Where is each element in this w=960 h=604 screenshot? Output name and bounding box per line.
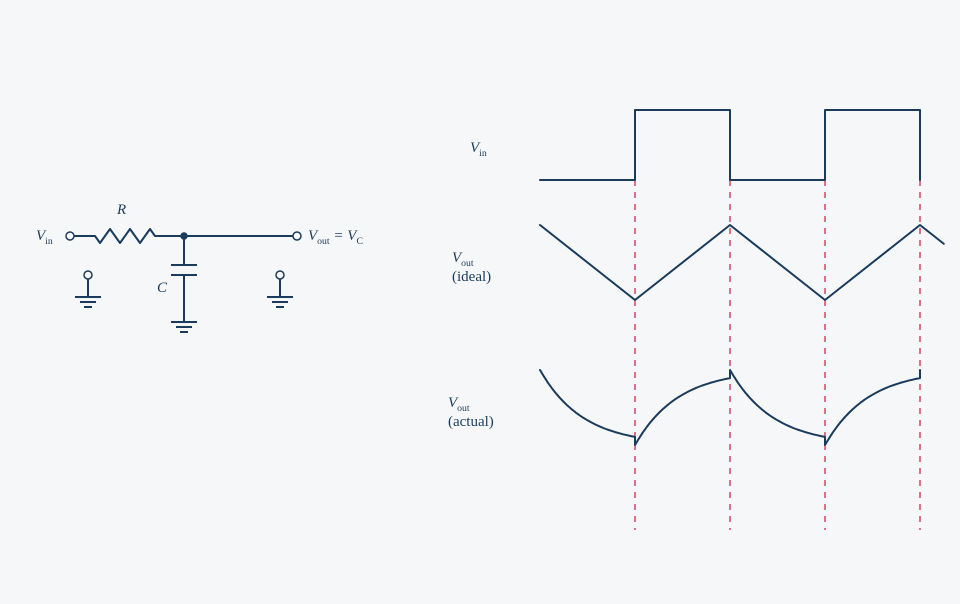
label-vout-actual: Vout(actual) bbox=[448, 395, 494, 431]
label-vout-circuit: Vout = VC bbox=[308, 228, 363, 247]
label-r: R bbox=[117, 202, 126, 219]
diagram-svg bbox=[0, 0, 960, 604]
label-vout-ideal: Vout(ideal) bbox=[452, 250, 491, 286]
label-vin-wave: Vin bbox=[470, 140, 487, 159]
label-vin-circuit: Vin bbox=[36, 228, 53, 247]
label-c: C bbox=[157, 280, 167, 297]
